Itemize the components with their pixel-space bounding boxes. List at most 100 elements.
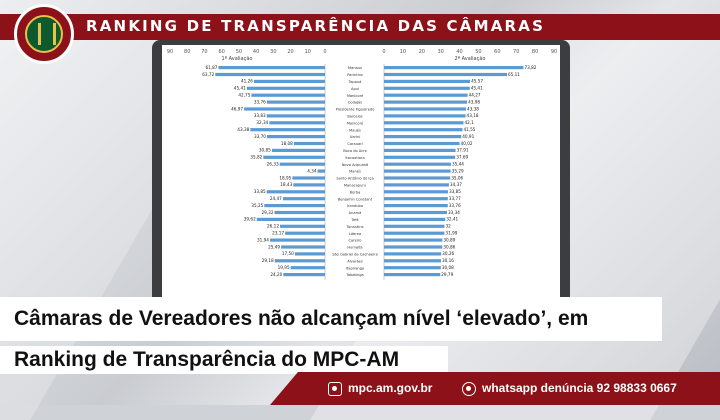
data-label: 42,1	[465, 120, 475, 125]
tick-label: 40	[456, 49, 462, 55]
bar-2nd-evaluation	[384, 183, 449, 187]
bar-1st-evaluation	[263, 155, 325, 159]
bar-1st-evaluation	[271, 148, 325, 152]
tick-label: 30	[270, 49, 276, 55]
bar-2nd-evaluation	[384, 259, 441, 263]
bar-2nd-evaluation	[384, 121, 464, 125]
logo-emblem-icon	[38, 23, 56, 45]
bar-2nd-evaluation	[384, 114, 466, 118]
data-label: 29,79	[441, 272, 453, 277]
bar-1st-evaluation	[290, 266, 325, 270]
data-label: 26,12	[267, 224, 279, 229]
data-label: 33,34	[448, 210, 460, 215]
tick-label: 70	[201, 49, 207, 55]
category-label: Lábrea	[349, 232, 361, 236]
data-label: 33,76	[449, 203, 461, 208]
data-label: 30,16	[442, 258, 454, 263]
bar-1st-evaluation	[285, 231, 325, 235]
category-label: Manacapuru	[344, 184, 366, 188]
category-label: Parintins	[347, 73, 363, 77]
bar-1st-evaluation	[266, 190, 325, 194]
category-label: Manés	[349, 170, 361, 174]
category-label: Borba	[350, 190, 361, 194]
bar-1st-evaluation	[280, 224, 325, 228]
bar-1st-evaluation	[244, 107, 325, 111]
bar-2nd-evaluation	[384, 197, 448, 201]
bar-1st-evaluation	[282, 197, 325, 201]
data-label: 30,08	[442, 265, 454, 270]
data-label: 39,62	[244, 217, 256, 222]
category-label: Careiro	[349, 239, 362, 243]
bar-1st-evaluation	[215, 72, 325, 77]
chart-title-1: 1ª Avaliação	[222, 56, 253, 62]
category-label: Maués	[349, 128, 361, 132]
bar-2nd-evaluation	[384, 135, 462, 139]
data-label: 35,29	[452, 168, 464, 173]
footer-bar: mpc.am.gov.br whatsapp denúncia 92 98833…	[270, 372, 720, 405]
data-label: 30,89	[443, 237, 455, 242]
bar-2nd-evaluation	[384, 148, 456, 152]
data-label: 33,85	[449, 189, 461, 194]
category-label: Barcelos	[347, 115, 362, 119]
chart-title-2: 2ª Avaliação	[455, 56, 486, 62]
data-label: 31,94	[257, 237, 269, 242]
data-label: 17,50	[282, 251, 294, 256]
bar-1st-evaluation	[253, 79, 325, 83]
data-label: 44,27	[469, 93, 481, 98]
data-label: 32	[445, 224, 451, 229]
bar-1st-evaluation	[317, 169, 325, 173]
data-label: 40,91	[462, 134, 474, 139]
bar-1st-evaluation	[266, 135, 325, 139]
tick-label: 50	[475, 49, 481, 55]
category-label: Nova Aripuanã	[342, 163, 369, 167]
data-label: 25,49	[268, 244, 280, 249]
bar-2nd-evaluation	[384, 162, 451, 166]
bar-2nd-evaluation	[384, 210, 447, 215]
bar-1st-evaluation	[256, 217, 325, 221]
whatsapp-contact[interactable]: whatsapp denúncia 92 98833 0667	[462, 379, 677, 397]
tick-label: 70	[513, 49, 519, 55]
category-label: Tefé	[350, 218, 359, 222]
data-label: 35,44	[452, 162, 464, 167]
bar-1st-evaluation	[218, 66, 325, 70]
data-label: 4,34	[307, 168, 317, 173]
bar-2nd-evaluation	[384, 86, 470, 90]
bar-1st-evaluation	[264, 204, 325, 208]
bar-1st-evaluation	[274, 210, 325, 215]
bar-1st-evaluation	[266, 100, 325, 104]
tick-label: 20	[419, 49, 425, 55]
bar-1st-evaluation	[251, 93, 325, 97]
category-label: Apuí	[351, 87, 360, 91]
category-label: Uarini	[350, 135, 361, 139]
data-label: 32,34	[256, 120, 268, 125]
category-label: Manaus	[348, 66, 362, 70]
bar-1st-evaluation	[250, 128, 325, 132]
data-label: 32,41	[446, 217, 458, 222]
bar-2nd-evaluation	[384, 72, 507, 77]
data-label: 19,95	[278, 265, 290, 270]
bar-1st-evaluation	[281, 245, 325, 249]
category-label: Humaitá	[347, 246, 362, 250]
data-label: 63,72	[202, 72, 214, 77]
bar-1st-evaluation	[293, 141, 325, 146]
data-label: 24,20	[270, 272, 282, 277]
tick-label: 50	[236, 49, 242, 55]
data-label: 18,95	[279, 175, 291, 180]
data-label: 23,17	[272, 231, 284, 236]
headline-line-1: Câmaras de Vereadores não alcançam nível…	[0, 297, 662, 341]
bar-2nd-evaluation	[384, 169, 451, 173]
tick-label: 80	[532, 49, 538, 55]
bar-2nd-evaluation	[384, 252, 442, 256]
data-label: 61,87	[205, 65, 217, 70]
category-label: Tonantins	[345, 225, 363, 229]
globe-icon	[328, 381, 342, 396]
bar-1st-evaluation	[246, 86, 325, 90]
bar-2nd-evaluation	[384, 231, 445, 235]
category-label: Anamã	[349, 211, 362, 215]
category-label: Itacoatiara	[345, 156, 364, 160]
bar-1st-evaluation	[269, 238, 325, 242]
data-label: 37,91	[457, 148, 469, 153]
website-link[interactable]: mpc.am.gov.br	[328, 379, 432, 397]
tick-label: 0	[323, 49, 326, 55]
data-label: 33,70	[254, 134, 266, 139]
